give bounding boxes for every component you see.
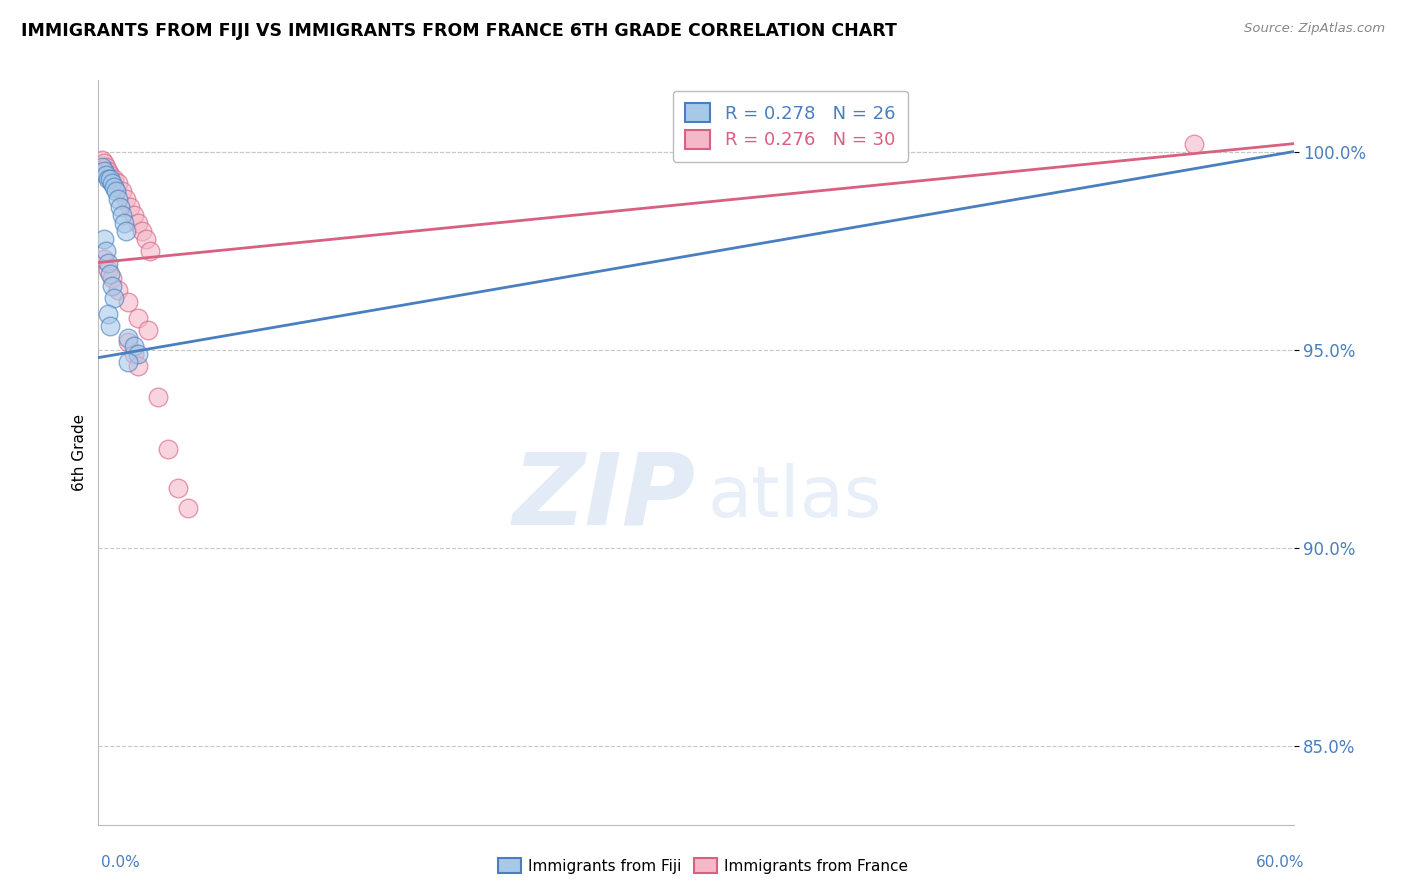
Text: Source: ZipAtlas.com: Source: ZipAtlas.com: [1244, 22, 1385, 36]
Point: [127, 216, 149, 230]
Point: [98, 169, 122, 183]
Point: [112, 216, 135, 230]
Point: [157, 442, 180, 456]
Point: [127, 359, 149, 373]
Legend: Immigrants from Fiji, Immigrants from France: Immigrants from Fiji, Immigrants from Fr…: [492, 852, 914, 880]
Point: [115, 192, 138, 206]
Point: [785, 145, 807, 159]
Point: [98, 268, 122, 282]
Point: [177, 501, 200, 516]
Point: [93, 232, 115, 246]
Point: [93, 252, 115, 266]
Point: [136, 323, 159, 337]
Point: [97, 307, 120, 321]
Text: ZIP: ZIP: [513, 449, 696, 546]
Point: [97, 255, 120, 269]
Point: [96, 169, 118, 183]
Point: [124, 339, 146, 353]
Point: [107, 283, 129, 297]
Point: [101, 176, 124, 190]
Point: [111, 208, 134, 222]
Text: IMMIGRANTS FROM FIJI VS IMMIGRANTS FROM FRANCE 6TH GRADE CORRELATION CHART: IMMIGRANTS FROM FIJI VS IMMIGRANTS FROM …: [21, 22, 897, 40]
Point: [93, 156, 115, 170]
Point: [97, 172, 120, 186]
Point: [120, 200, 142, 214]
Point: [131, 224, 153, 238]
Point: [127, 346, 149, 360]
Point: [139, 244, 162, 258]
Point: [91, 153, 114, 167]
Point: [98, 172, 122, 186]
Point: [148, 390, 170, 404]
Point: [127, 310, 149, 325]
Point: [101, 279, 124, 293]
Y-axis label: 6th Grade: 6th Grade: [72, 414, 87, 491]
Point: [110, 200, 132, 214]
Point: [103, 180, 125, 194]
Point: [96, 244, 118, 258]
Point: [105, 184, 128, 198]
Text: 60.0%: 60.0%: [1257, 855, 1305, 870]
Point: [103, 172, 125, 186]
Point: [124, 346, 146, 360]
Point: [1182, 136, 1205, 151]
Point: [107, 192, 129, 206]
Point: [96, 161, 118, 175]
Point: [135, 232, 157, 246]
Point: [103, 291, 125, 305]
Point: [115, 224, 138, 238]
Point: [117, 334, 139, 349]
Legend: R = 0.278   N = 26, R = 0.276   N = 30: R = 0.278 N = 26, R = 0.276 N = 30: [672, 91, 908, 162]
Point: [117, 354, 139, 368]
Point: [107, 176, 129, 190]
Text: 0.0%: 0.0%: [101, 855, 141, 870]
Point: [93, 164, 115, 178]
Point: [117, 295, 139, 310]
Point: [98, 318, 122, 333]
Point: [167, 481, 190, 495]
Point: [124, 208, 146, 222]
Point: [101, 271, 124, 285]
Point: [111, 184, 134, 198]
Point: [97, 164, 120, 178]
Point: [97, 263, 120, 277]
Text: atlas: atlas: [709, 463, 883, 532]
Point: [91, 161, 114, 175]
Point: [117, 331, 139, 345]
